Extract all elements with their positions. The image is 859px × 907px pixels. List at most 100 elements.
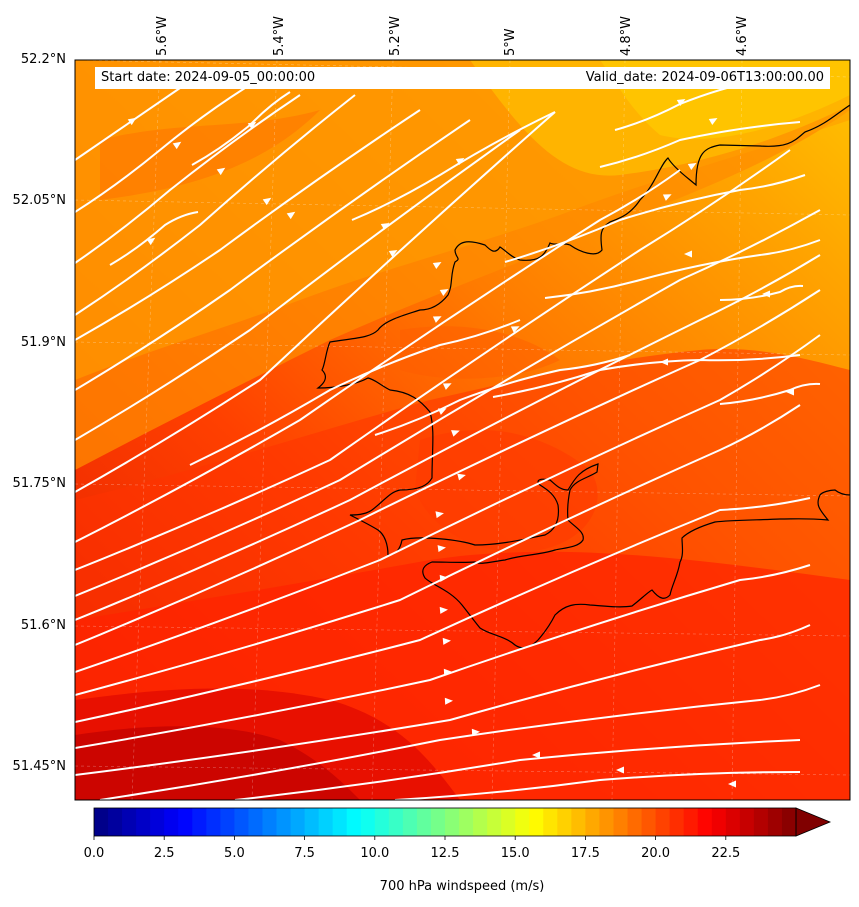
streamline-arrowhead bbox=[786, 388, 794, 396]
colorbar-segment bbox=[416, 808, 432, 836]
colorbar-segment bbox=[178, 808, 193, 836]
streamline bbox=[75, 289, 821, 646]
colorbar-segment bbox=[655, 808, 671, 836]
colorbar-tick-label: 22.5 bbox=[711, 846, 741, 861]
colorbar-segment bbox=[388, 808, 404, 836]
streamline-arrowhead bbox=[247, 121, 257, 130]
streamline bbox=[75, 404, 801, 696]
lon-label: 4.8°W bbox=[619, 15, 634, 56]
colorbar-segment bbox=[108, 808, 123, 836]
streamline bbox=[544, 239, 821, 299]
streamline-arrowhead bbox=[532, 751, 540, 759]
streamline-arrowhead bbox=[286, 211, 296, 220]
colorbar-segment bbox=[318, 808, 334, 836]
map-frame bbox=[74, 59, 851, 801]
streamline bbox=[99, 684, 821, 800]
lon-label: 5.4°W bbox=[272, 15, 287, 56]
colorbar-tick-label: 0.0 bbox=[83, 846, 105, 861]
streamline bbox=[75, 624, 811, 776]
streamline-arrowhead bbox=[262, 197, 272, 206]
streamline-arrowhead bbox=[687, 163, 697, 171]
streamline-arrowhead bbox=[616, 766, 624, 774]
colorbar-tick-label: 12.5 bbox=[430, 846, 460, 861]
colorbar-segment bbox=[276, 808, 292, 836]
lat-label: 51.9°N bbox=[20, 335, 66, 350]
streamline bbox=[75, 209, 821, 597]
colorbar-segment bbox=[627, 808, 643, 836]
streamline bbox=[75, 254, 821, 621]
streamline-arrowhead bbox=[435, 511, 444, 519]
streamline-arrowhead bbox=[432, 262, 442, 270]
colorbar-segment bbox=[122, 808, 137, 836]
colorbar-segment bbox=[220, 808, 235, 836]
streamline-arrowhead bbox=[455, 158, 465, 166]
colorbar-extend-arrow bbox=[795, 807, 832, 837]
start-date: Start date: 2024-09-05_00:00:00 bbox=[101, 70, 316, 85]
streamline bbox=[351, 111, 556, 221]
streamline bbox=[599, 121, 801, 168]
streamline bbox=[394, 771, 801, 800]
valid-date: Valid_date: 2024-09-06T13:00:00.00 bbox=[585, 70, 824, 85]
colorbar-segment bbox=[543, 808, 558, 836]
streamline-arrowhead bbox=[510, 326, 520, 333]
lon-label: 5.2°W bbox=[388, 15, 403, 56]
streamline bbox=[504, 174, 806, 263]
colorbar-segment bbox=[192, 808, 207, 836]
streamline bbox=[75, 564, 811, 749]
colorbar-segment bbox=[136, 808, 151, 836]
streamline-arrowhead bbox=[444, 697, 453, 705]
colorbar-tick-label: 20.0 bbox=[641, 846, 671, 861]
colorbar-segment bbox=[585, 808, 601, 836]
streamline-arrows bbox=[127, 99, 794, 788]
colorbar-segment bbox=[473, 808, 488, 836]
colorbar-segment bbox=[234, 808, 250, 836]
windspeed-field bbox=[75, 60, 850, 800]
colorbar-segment bbox=[753, 808, 769, 836]
colorbar-segment bbox=[697, 808, 713, 836]
colorbar-segment bbox=[613, 808, 629, 836]
streamline-arrowhead bbox=[127, 117, 137, 126]
colorbar-label: 700 hPa windspeed (m/s) bbox=[379, 879, 545, 894]
streamline-arrowhead bbox=[388, 250, 398, 258]
streamline-arrowhead bbox=[728, 780, 736, 788]
streamline-arrowhead bbox=[380, 223, 390, 231]
colorbar-segment bbox=[94, 808, 109, 836]
streamline-arrowhead bbox=[443, 668, 452, 676]
streamline-arrowhead bbox=[708, 118, 718, 126]
colorbar-tick-label: 15.0 bbox=[500, 846, 530, 861]
streamline bbox=[75, 109, 421, 341]
streamline-arrowhead bbox=[146, 237, 156, 246]
streamline bbox=[189, 319, 521, 466]
streamline-arrowhead bbox=[216, 167, 226, 176]
lon-label: 4.6°W bbox=[735, 15, 750, 56]
streamline bbox=[234, 739, 801, 800]
colorbar-segment bbox=[206, 808, 221, 836]
colorbar-tick-label: 7.5 bbox=[294, 846, 315, 861]
colorbar-segment bbox=[515, 808, 530, 836]
streamline-arrowhead bbox=[432, 316, 442, 323]
colorbar-segment bbox=[290, 808, 306, 836]
streamline-arrowhead bbox=[451, 430, 460, 437]
colorbar-segment bbox=[262, 808, 278, 836]
colorbar-segment bbox=[304, 808, 320, 836]
colorbar-segment bbox=[725, 808, 741, 836]
streamline bbox=[75, 87, 246, 213]
colorbar-segment bbox=[599, 808, 615, 836]
lat-label: 52.05°N bbox=[12, 193, 66, 208]
streamline-arrowhead bbox=[660, 358, 668, 366]
streamline bbox=[719, 382, 821, 405]
streamline-arrowhead bbox=[437, 408, 447, 415]
colorbar-segment bbox=[767, 808, 783, 836]
colorbar-segment bbox=[374, 808, 390, 836]
date-info-box: Start date: 2024-09-05_00:00:00 Valid_da… bbox=[95, 67, 830, 89]
colorbar-segment bbox=[669, 808, 685, 836]
streamline-arrowhead bbox=[439, 606, 448, 614]
streamline bbox=[75, 111, 556, 493]
colorbar-tick-label: 2.5 bbox=[153, 846, 175, 861]
colorbar-segment bbox=[739, 808, 755, 836]
colorbar bbox=[93, 807, 832, 840]
colorbar-segment bbox=[711, 808, 727, 836]
colorbar-tick-label: 5.0 bbox=[224, 846, 245, 861]
streamline-arrowhead bbox=[172, 141, 182, 150]
